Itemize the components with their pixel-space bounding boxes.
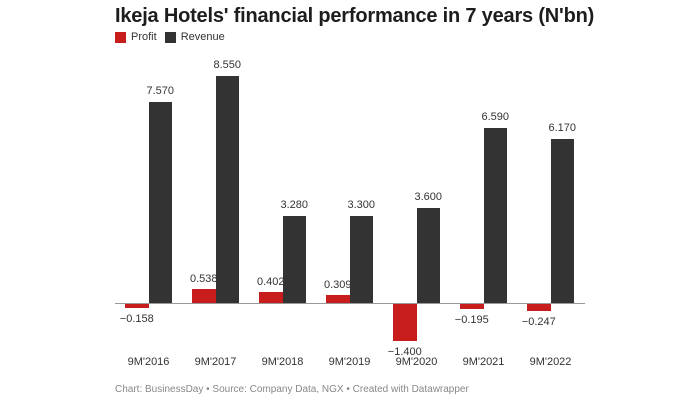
profit-value-label: −0.158 bbox=[119, 313, 154, 326]
x-axis-label: 9M'2020 bbox=[395, 356, 438, 368]
revenue-bar bbox=[416, 207, 440, 303]
profit-value-label: 0.402 bbox=[256, 276, 285, 289]
legend: Profit Revenue bbox=[115, 31, 233, 43]
revenue-value-label: 6.170 bbox=[548, 122, 577, 135]
profit-bar bbox=[393, 304, 417, 342]
profit-value-label: −0.247 bbox=[521, 315, 556, 328]
x-axis-label: 9M'2021 bbox=[462, 356, 505, 368]
profit-swatch-icon bbox=[115, 31, 126, 43]
revenue-bar bbox=[349, 215, 373, 303]
x-axis-label: 9M'2017 bbox=[194, 356, 237, 368]
revenue-value-label: 3.300 bbox=[347, 198, 376, 211]
revenue-bar bbox=[282, 216, 306, 303]
profit-value-label: 0.538 bbox=[189, 272, 218, 285]
profit-bar bbox=[326, 294, 350, 303]
chart-title: Ikeja Hotels' financial performance in 7… bbox=[115, 5, 595, 27]
revenue-bar bbox=[550, 139, 574, 303]
revenue-bar bbox=[215, 76, 239, 303]
revenue-value-label: 6.590 bbox=[481, 111, 510, 124]
x-axis-label: 9M'2016 bbox=[127, 356, 170, 368]
x-axis-label: 9M'2022 bbox=[529, 356, 572, 368]
profit-bar bbox=[460, 304, 484, 310]
legend-label-revenue: Revenue bbox=[180, 31, 225, 43]
profit-bar bbox=[527, 304, 551, 311]
chart-footer: Chart: BusinessDay • Source: Company Dat… bbox=[115, 384, 469, 395]
profit-bar bbox=[192, 288, 216, 303]
profit-bar bbox=[125, 304, 149, 309]
revenue-bar bbox=[483, 128, 507, 303]
profit-value-label: −1.400 bbox=[387, 346, 422, 359]
legend-label-profit: Profit bbox=[131, 31, 157, 43]
x-axis-label: 9M'2018 bbox=[261, 356, 304, 368]
legend-item-profit: Profit bbox=[115, 31, 157, 43]
profit-bar bbox=[259, 292, 283, 303]
legend-item-revenue: Revenue bbox=[164, 31, 225, 43]
zero-baseline bbox=[115, 303, 585, 304]
revenue-swatch-icon bbox=[164, 31, 176, 43]
revenue-value-label: 7.570 bbox=[146, 85, 175, 98]
revenue-value-label: 8.550 bbox=[213, 59, 242, 72]
profit-value-label: −0.195 bbox=[454, 314, 489, 327]
x-axis-label: 9M'2019 bbox=[328, 356, 371, 368]
revenue-value-label: 3.280 bbox=[280, 199, 309, 212]
profit-value-label: 0.309 bbox=[323, 278, 352, 291]
revenue-value-label: 3.600 bbox=[414, 190, 443, 203]
revenue-bar bbox=[148, 102, 172, 303]
